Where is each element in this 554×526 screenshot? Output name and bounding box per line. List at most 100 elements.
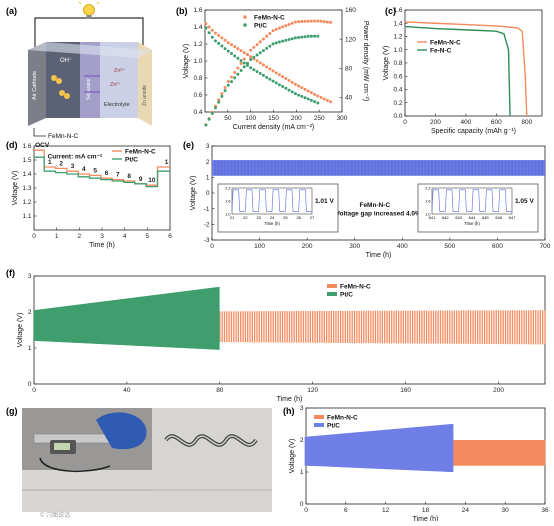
power-point [322, 20, 326, 24]
power-point [300, 35, 304, 39]
voltage-point [255, 59, 259, 63]
power-point [229, 80, 233, 84]
x-tick-label: 0 [32, 233, 36, 240]
power-point [220, 94, 224, 98]
voltage-point [284, 86, 288, 90]
power-point [274, 27, 278, 31]
y-tick-label: 3 [206, 143, 210, 150]
chart-f: 0 40 80 120 160 200 0 1 2 3 Time (h) Voltage (V) FeM… [17, 273, 546, 403]
power-point [207, 117, 211, 121]
power-point [239, 69, 243, 73]
inset-plot-frame [431, 187, 513, 215]
y-tick-label: 1 [300, 469, 304, 476]
voltage-point [210, 35, 214, 39]
annotation-gap: Voltage gap increased 4.0% [336, 211, 421, 218]
panel-label-h: (h) [283, 406, 295, 416]
voltage-point [249, 66, 253, 70]
voltage-point [207, 31, 211, 35]
y2-tick-label: 120 [345, 36, 356, 43]
voltage-point [242, 51, 246, 55]
voltage-point [258, 72, 262, 76]
voltage-point [274, 71, 278, 75]
y-tick-label: 3 [28, 273, 32, 280]
step-label: 1 [48, 159, 52, 166]
y-tick-label: 1.4 [22, 171, 31, 178]
legend-label: Pt/C [327, 423, 340, 430]
annotation-catalyst: FeMn-N-C [359, 202, 390, 209]
voltage-point [217, 41, 221, 45]
y-tick-label: 2 [28, 309, 32, 316]
inset-gap-label: 1.01 V [315, 198, 334, 205]
y-tick-label: 1.0 [393, 47, 402, 54]
y-tick-label: 0 [300, 501, 304, 508]
x-tick-label: 100 [254, 243, 265, 250]
inset-frame [417, 183, 539, 233]
inset-x-tick-label: 647 [509, 215, 516, 220]
x-tick-label: 200 [291, 115, 302, 122]
power-point [293, 20, 297, 24]
y-tick-label: 0.0 [393, 113, 402, 120]
voltage-point [268, 77, 272, 81]
inset-x-tick-label: 27 [310, 215, 315, 220]
power-point [297, 20, 301, 24]
voltage-point [242, 61, 246, 65]
power-point [261, 49, 265, 53]
voltage-point [239, 59, 243, 63]
y-axis-label: Voltage (V) [289, 439, 296, 474]
x-tick-label: 160 [400, 387, 411, 394]
y-tick-label: -2 [204, 222, 210, 229]
voltage-point [303, 96, 307, 100]
legend-label: FeMn-N-C [430, 40, 461, 47]
y-tick-label: 2 [300, 437, 304, 444]
y-tick-label: 1.4 [393, 20, 402, 27]
inset-x-tick-label: 646 [495, 215, 502, 220]
voltage-point [268, 67, 272, 71]
voltage-point [265, 75, 269, 79]
voltage-point [281, 85, 285, 88]
lightbulb-icon [78, 1, 100, 19]
power-point [303, 19, 307, 23]
y2-tick-label: 160 [345, 7, 356, 14]
legend-label: FeMn-N-C [125, 149, 156, 156]
voltage-point [306, 97, 310, 101]
voltage-point [229, 43, 233, 47]
voltage-point [223, 38, 227, 42]
voltage-point [316, 94, 320, 98]
inset-frame [217, 183, 339, 233]
voltage-point [329, 100, 333, 104]
schematic-label-electrolyte: Electrolyte [104, 102, 130, 108]
voltage-point [236, 47, 240, 51]
power-point [274, 41, 278, 45]
power-point [217, 100, 221, 104]
voltage-point [309, 98, 313, 102]
voltage-point [210, 28, 214, 32]
y-tick-label: 0.2 [393, 100, 402, 107]
power-point [255, 53, 259, 57]
power-point [309, 19, 313, 23]
power-point [287, 38, 291, 42]
voltage-point [306, 89, 310, 93]
power-point [329, 20, 333, 24]
schematic-label-zn1: Zn²⁺ [114, 67, 125, 74]
power-point [245, 61, 249, 65]
y-tick-label: 1.1 [22, 213, 31, 220]
voltage-point [281, 75, 285, 79]
voltage-point [214, 31, 218, 35]
x-tick-label: 250 [314, 115, 325, 122]
voltage-point [220, 44, 224, 48]
step-label: 6 [105, 170, 109, 177]
voltage-point [313, 92, 317, 96]
y-tick-label: 0.4 [193, 109, 202, 116]
power-point [309, 34, 313, 38]
voltage-point [290, 80, 294, 84]
plot-frame [404, 9, 543, 117]
y-tick-label: 1 [28, 345, 32, 352]
step-label: 4 [82, 166, 86, 173]
legend-label: FeMn-N-C [254, 15, 285, 22]
legend-label: Pt/C [340, 292, 353, 299]
x-tick-label: 1 [55, 233, 59, 240]
voltage-point [223, 47, 227, 51]
voltage-point [252, 68, 256, 72]
inset-x-tick-label: 641 [429, 215, 436, 220]
